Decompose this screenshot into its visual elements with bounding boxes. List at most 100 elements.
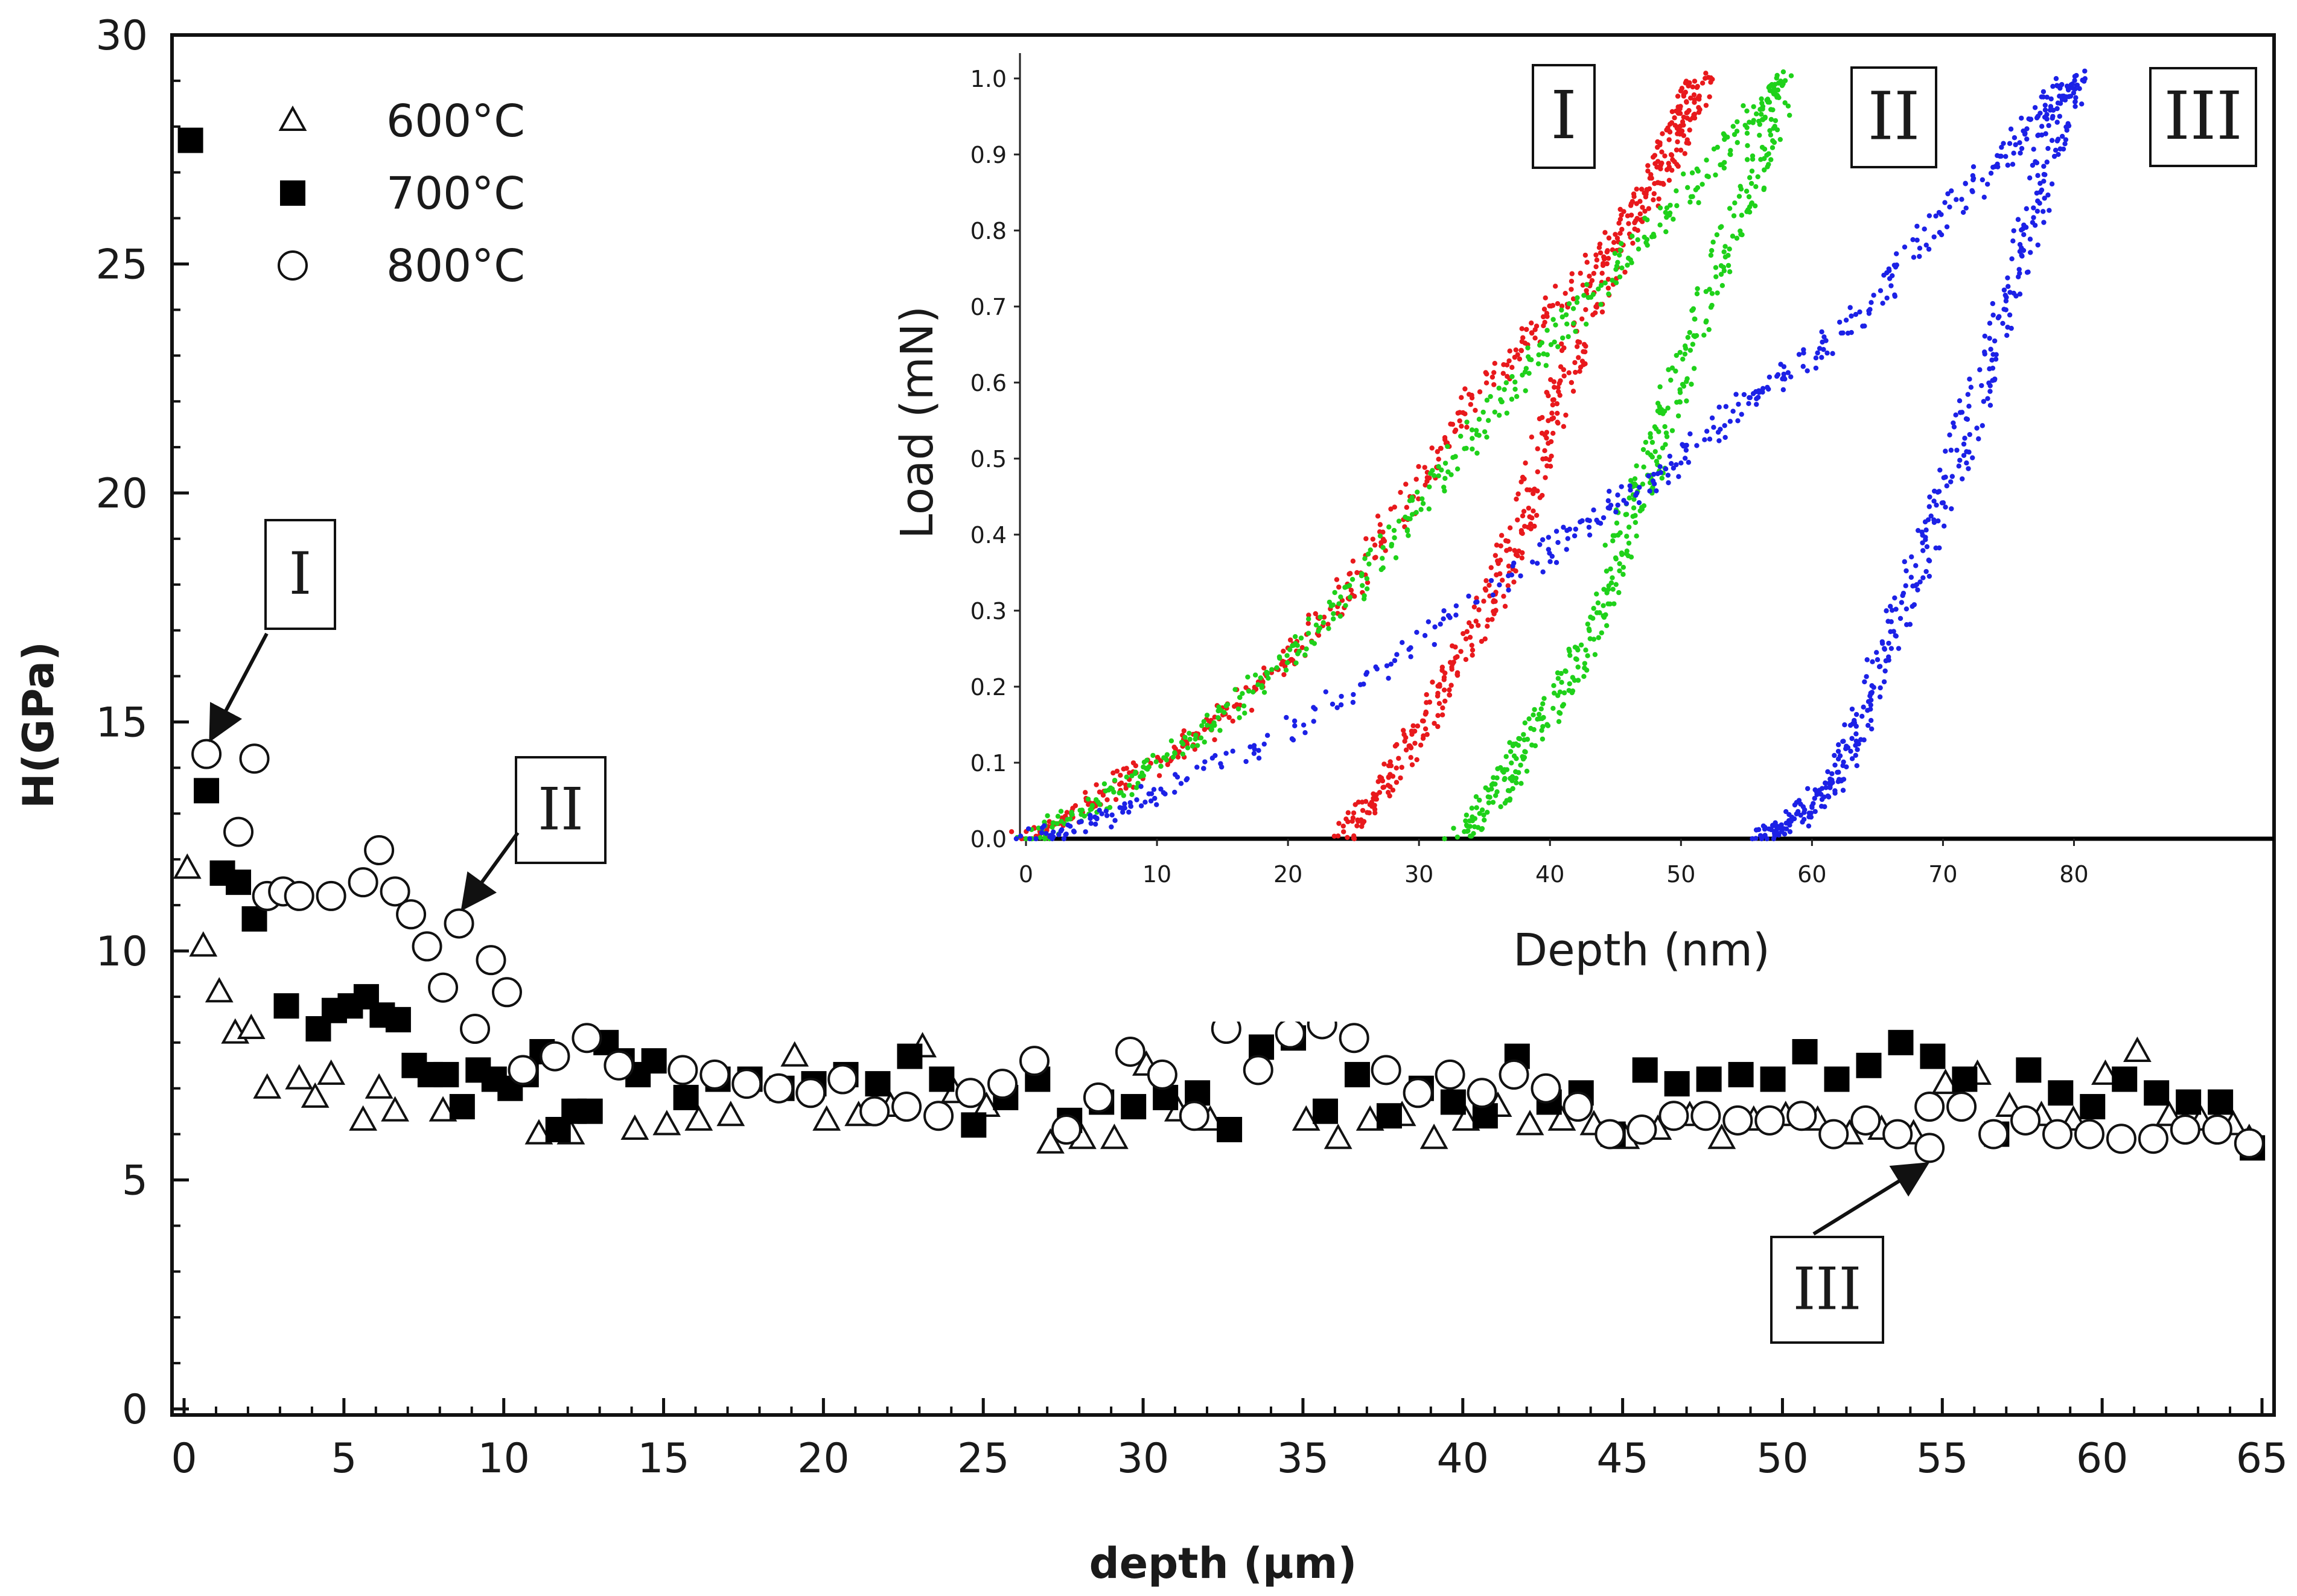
inset-data-point <box>1107 804 1113 810</box>
annotation-box <box>515 756 607 864</box>
inset-data-point <box>1100 792 1106 798</box>
inset-data-point <box>1783 820 1789 826</box>
inset-data-point <box>1501 769 1506 775</box>
inset-data-point <box>2018 150 2023 156</box>
data-point-circle-open <box>923 1101 954 1131</box>
inset-data-point <box>1613 232 1618 237</box>
inset-data-point <box>1432 641 1437 647</box>
inset-data-point <box>1381 761 1387 767</box>
inset-data-point <box>1352 802 1358 807</box>
inset-data-point <box>1884 295 1890 301</box>
inset-data-point <box>2032 105 2038 110</box>
inset-data-point <box>1506 358 1512 364</box>
inset-data-point <box>1767 128 1773 133</box>
data-point-square-filled <box>1888 1029 1914 1055</box>
data-point-circle-open <box>2202 1114 2232 1145</box>
data-point-circle-open <box>795 1078 826 1108</box>
inset-data-point <box>1606 235 1612 241</box>
inset-data-point <box>1520 550 1525 556</box>
inset-data-point <box>2005 162 2010 168</box>
data-point-triangle-open <box>812 1105 841 1131</box>
inset-data-point <box>1447 615 1453 620</box>
inset-data-point <box>1937 467 1943 473</box>
inset-data-point <box>1418 742 1424 748</box>
data-point-square-filled <box>2144 1080 2170 1106</box>
inset-data-point <box>1544 328 1550 333</box>
inset-data-point <box>1082 813 1087 819</box>
inset-y-tick-label: 0.1 <box>970 750 1007 777</box>
inset-data-point <box>1394 765 1399 771</box>
inset-data-point <box>1413 510 1419 515</box>
inset-data-point <box>2005 284 2011 289</box>
inset-data-point <box>1687 199 1693 205</box>
inset-data-point <box>1823 785 1829 790</box>
inset-data-point <box>1744 130 1750 136</box>
inset-data-point <box>1642 215 1648 221</box>
inset-data-point <box>2024 136 2030 142</box>
inset-data-point <box>1501 593 1506 599</box>
inset-x-tick-label: 30 <box>1404 861 1433 888</box>
inset-data-point <box>1727 151 1733 157</box>
inset-data-point <box>1415 723 1421 729</box>
inset-data-point <box>1241 703 1247 709</box>
data-point-square-filled <box>1313 1098 1339 1124</box>
inset-data-point <box>1336 601 1342 606</box>
inset-data-point <box>1517 356 1523 362</box>
inset-data-point <box>1500 577 1505 583</box>
inset-data-point <box>1659 149 1665 155</box>
inset-data-point <box>1691 366 1697 371</box>
data-point-square-filled <box>2208 1089 2234 1115</box>
inset-data-point <box>1412 728 1418 734</box>
inset-data-point <box>1218 761 1223 766</box>
inset-data-point <box>1133 785 1139 790</box>
data-point-circle-open <box>699 1059 730 1090</box>
inset-data-point <box>1008 829 1015 835</box>
inset-data-point <box>1445 444 1450 450</box>
data-point-square-filled <box>2080 1094 2106 1120</box>
inset-data-point <box>1054 821 1060 827</box>
inset-data-point <box>1940 500 1946 506</box>
inset-data-point <box>2053 76 2059 81</box>
inset-data-point <box>1943 474 1948 480</box>
data-point-circle-open <box>827 1064 858 1095</box>
inset-data-point <box>1469 643 1474 648</box>
inset-data-point <box>1489 782 1494 787</box>
inset-data-point <box>2051 153 2057 159</box>
inset-data-point <box>1928 513 1934 519</box>
inset-data-point <box>1488 577 1494 583</box>
inset-data-point <box>1949 474 1955 479</box>
inset-data-point <box>1436 464 1441 469</box>
inset-data-point <box>1667 453 1672 459</box>
inset-data-point <box>1599 630 1604 635</box>
inset-data-point <box>1554 401 1560 407</box>
inset-data-point <box>1748 180 1754 186</box>
inset-data-point <box>1575 647 1581 653</box>
inset-data-point <box>2027 237 2033 242</box>
inset-data-point <box>1792 802 1798 808</box>
inset-data-point <box>1043 831 1049 836</box>
inset-data-point <box>1351 810 1357 816</box>
inset-data-point <box>1856 741 1861 747</box>
inset-data-point <box>1750 391 1756 396</box>
inset-data-point <box>1713 274 1719 279</box>
inset-data-point <box>1695 286 1700 291</box>
inset-data-point <box>1481 812 1486 818</box>
inset-data-point <box>1570 389 1576 394</box>
inset-data-point <box>1601 614 1607 620</box>
inset-data-point <box>1704 157 1709 163</box>
inset-data-point <box>1553 322 1558 328</box>
inset-data-point <box>1127 783 1132 788</box>
inset-data-point <box>1118 772 1123 778</box>
inset-data-point <box>1654 488 1659 494</box>
inset-data-point <box>1549 453 1554 459</box>
inset-data-point <box>1582 252 1588 258</box>
inset-data-point <box>1623 512 1630 517</box>
inset-data-point <box>1660 131 1665 136</box>
inset-data-point <box>1888 629 1893 634</box>
inset-data-point <box>2001 141 2006 146</box>
inset-data-point <box>1849 313 1854 319</box>
inset-data-point <box>1392 504 1397 510</box>
inset-data-point <box>1995 164 2001 170</box>
inset-data-point <box>1381 784 1387 790</box>
inset-data-point <box>1722 160 1727 165</box>
